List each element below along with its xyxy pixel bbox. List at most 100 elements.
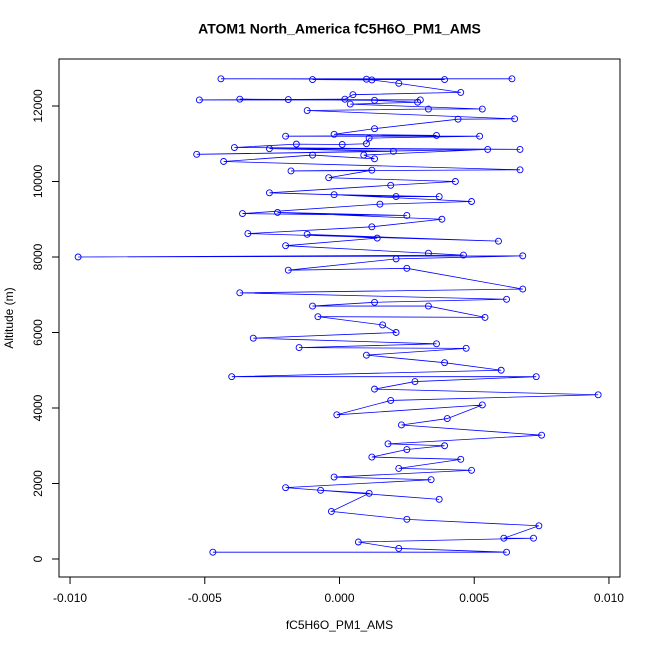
data-point — [362, 75, 370, 83]
data-point — [362, 140, 370, 148]
data-point — [476, 132, 484, 140]
data-point — [435, 495, 443, 503]
data-point — [287, 167, 295, 175]
data-point — [403, 212, 411, 219]
chart-title: ATOM1 North_America fC5H6O_PM1_AMS — [198, 21, 481, 37]
data-point — [368, 166, 376, 174]
data-point — [384, 440, 392, 448]
data-point — [519, 252, 527, 260]
data-point — [371, 155, 378, 163]
data-point — [508, 75, 516, 83]
data-point — [309, 76, 317, 84]
data-point — [427, 476, 435, 484]
data-point — [325, 174, 333, 182]
data-point — [371, 298, 378, 306]
data-point — [395, 464, 403, 472]
y-tick-label: 10000 — [31, 164, 45, 198]
data-point — [403, 515, 411, 523]
data-point — [371, 96, 378, 104]
data-point — [365, 489, 373, 497]
data-point — [495, 237, 502, 245]
data-point — [441, 76, 449, 84]
data-point — [295, 344, 303, 352]
data-point — [282, 484, 290, 492]
data-point — [387, 396, 395, 404]
data-point — [379, 321, 387, 329]
y-tick-label: 6000 — [31, 319, 45, 346]
data-point — [265, 145, 273, 153]
data-point — [481, 313, 489, 321]
y-tick-label: 12000 — [31, 89, 45, 123]
data-point — [284, 266, 292, 274]
x-axis-label: fC5H6O_PM1_AMS — [286, 618, 393, 632]
data-point — [330, 191, 338, 199]
data-point — [330, 130, 338, 138]
data-point — [457, 88, 465, 96]
data-point — [403, 264, 411, 272]
data-point — [309, 302, 317, 310]
data-point — [236, 95, 244, 103]
data-point — [368, 453, 376, 461]
data-point — [424, 105, 432, 113]
data-point — [500, 534, 508, 542]
data-point — [519, 285, 527, 293]
data-point — [459, 251, 467, 259]
data-point — [516, 145, 524, 153]
plot-frame — [58, 58, 621, 578]
data-point — [303, 107, 311, 114]
x-tick-label: -0.005 — [188, 591, 222, 605]
data-point — [457, 455, 465, 463]
data-point — [282, 242, 290, 250]
data-point — [484, 145, 492, 153]
data-point — [451, 178, 459, 185]
data-point — [441, 359, 449, 367]
data-point — [209, 548, 217, 556]
data-point — [236, 289, 244, 297]
data-point — [346, 100, 354, 108]
data-point — [239, 210, 246, 218]
data-point — [317, 486, 325, 494]
data-point — [282, 132, 290, 140]
data-point — [309, 151, 317, 159]
data-point — [327, 507, 335, 515]
data-point — [414, 98, 422, 106]
x-tick-label: 0.000 — [324, 591, 354, 605]
data-point — [478, 401, 486, 409]
data-point — [535, 522, 543, 530]
data-point — [392, 329, 400, 336]
data-point — [503, 295, 511, 303]
data-point — [265, 189, 273, 197]
data-point — [217, 75, 225, 83]
data-point — [433, 340, 440, 348]
data-point — [338, 141, 346, 148]
data-point — [424, 302, 432, 310]
data-point — [362, 351, 370, 359]
data-point — [497, 366, 505, 374]
data-point — [314, 313, 322, 321]
data-point — [349, 91, 357, 99]
data-line — [78, 78, 599, 553]
data-point — [532, 373, 540, 381]
data-point — [228, 373, 236, 381]
data-point — [387, 181, 395, 189]
data-point — [468, 198, 475, 205]
data-point — [392, 255, 400, 263]
data-point — [516, 166, 524, 174]
data-point — [292, 140, 300, 148]
data-point — [443, 415, 451, 423]
data-point — [594, 391, 602, 399]
data-point — [478, 105, 486, 113]
data-point — [365, 134, 373, 142]
data-point — [398, 421, 405, 429]
data-point — [284, 96, 292, 104]
data-point — [468, 466, 475, 474]
x-tick-label: 0.005 — [459, 591, 489, 605]
data-point — [395, 79, 403, 87]
data-point — [395, 544, 403, 552]
data-point — [249, 334, 257, 342]
data-point — [74, 253, 82, 261]
data-point — [333, 411, 341, 419]
data-point — [424, 249, 432, 257]
